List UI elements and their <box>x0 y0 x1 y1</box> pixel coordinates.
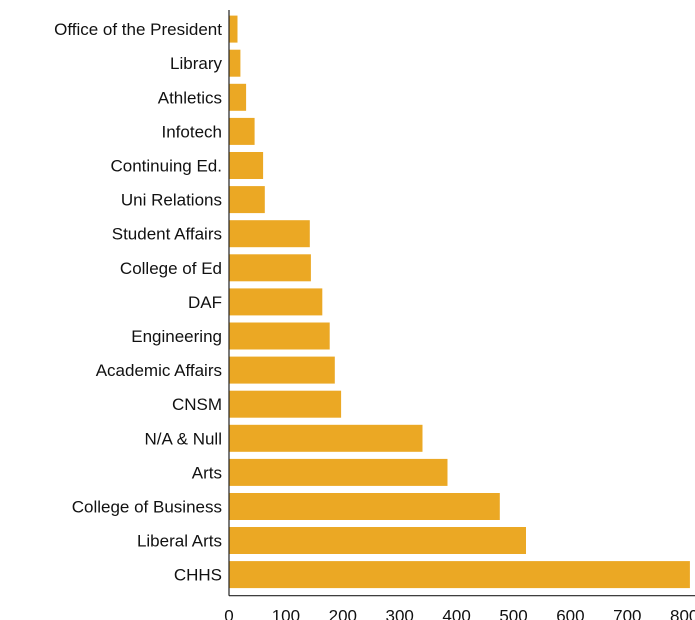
x-tick-label-300: 300 <box>386 607 414 620</box>
x-tick-label-100: 100 <box>272 607 300 620</box>
category-label-continuing-ed: Continuing Ed. <box>110 157 222 176</box>
category-label-daf: DAF <box>188 293 222 312</box>
x-tick-label-200: 200 <box>329 607 357 620</box>
category-label-n-a-null: N/A & Null <box>145 429 222 448</box>
bar-uni-relations <box>229 186 265 214</box>
category-label-infotech: Infotech <box>162 122 223 141</box>
x-tick-label-400: 400 <box>442 607 470 620</box>
category-label-student-affairs: Student Affairs <box>112 225 222 244</box>
x-axis-ticks: 0 100 200 300 400 500 600 700 800 <box>224 607 695 620</box>
category-label-library: Library <box>170 54 222 73</box>
category-label-college-of-ed: College of Ed <box>120 259 222 278</box>
category-labels: Office of the President Library Athletics I… <box>54 20 222 585</box>
bar-office-of-the-president <box>229 15 238 43</box>
bar-liberal-arts <box>229 527 526 554</box>
bar-continuing-ed <box>229 152 264 179</box>
bars-group <box>229 15 690 589</box>
category-label-office-of-the-president: Office of the President <box>54 20 222 39</box>
x-tick-label-700: 700 <box>613 607 641 620</box>
bar-college-of-ed <box>229 254 311 282</box>
category-label-chhs: CHHS <box>174 566 222 585</box>
category-label-academic-affairs: Academic Affairs <box>96 361 222 380</box>
category-label-uni-relations: Uni Relations <box>121 191 222 210</box>
bar-arts <box>229 458 448 486</box>
bar-engineering <box>229 322 330 350</box>
bar-daf <box>229 288 323 316</box>
bar-infotech <box>229 117 255 145</box>
bar-athletics <box>229 83 247 111</box>
category-label-cnsm: CNSM <box>172 395 222 414</box>
category-label-liberal-arts: Liberal Arts <box>137 532 222 551</box>
x-tick-label-600: 600 <box>556 607 584 620</box>
category-label-arts: Arts <box>192 463 222 482</box>
bar-chhs <box>229 561 690 589</box>
bar-n-a-null <box>229 424 423 452</box>
category-label-engineering: Engineering <box>131 327 222 346</box>
bar-cnsm <box>229 390 342 418</box>
category-label-college-of-business: College of Business <box>72 498 222 517</box>
bar-library <box>229 49 241 77</box>
bar-college-of-business <box>229 493 500 520</box>
bar-academic-affairs <box>229 356 335 384</box>
x-tick-label-800: 800 <box>670 607 695 620</box>
bar-student-affairs <box>229 220 310 248</box>
x-tick-label-0: 0 <box>224 607 233 620</box>
x-tick-label-500: 500 <box>499 607 527 620</box>
category-label-athletics: Athletics <box>158 88 222 107</box>
